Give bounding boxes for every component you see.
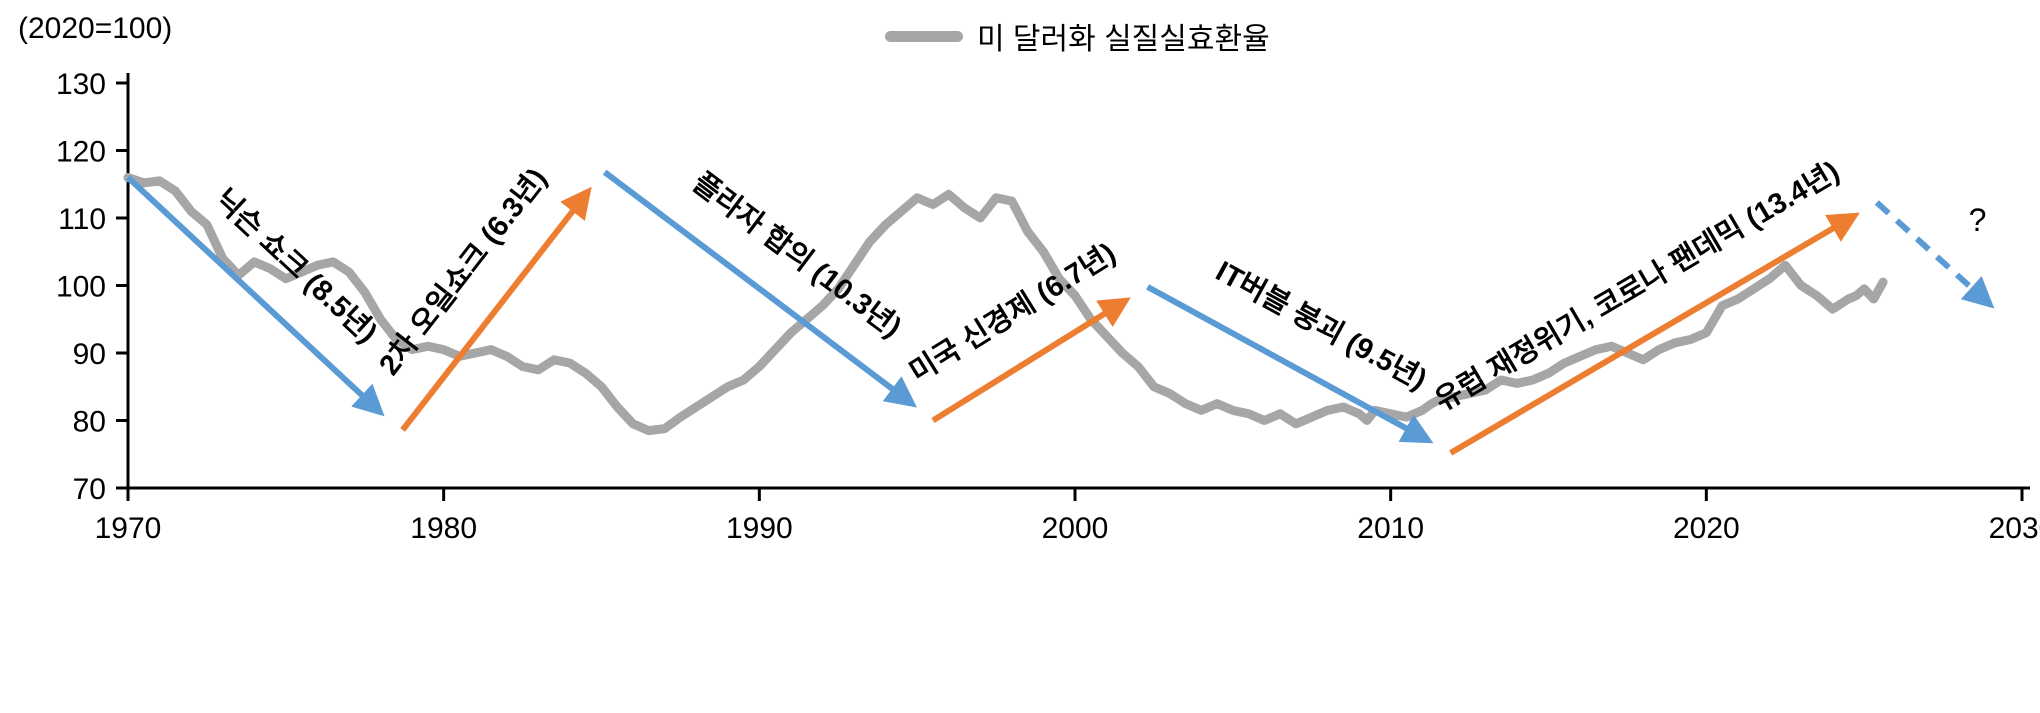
y-axis-ticks: 70 80 90 100 110 120 130: [56, 68, 128, 506]
y-axis-tick-label: 70: [73, 473, 106, 506]
annotation-arrow: [931, 297, 1131, 424]
annotation-arrows-layer: [125, 169, 1995, 456]
x-axis-tick-label: 2030: [1989, 512, 2040, 545]
y-axis-tick-label: 100: [56, 271, 106, 304]
annotation-arrow: [1146, 284, 1434, 444]
x-axis-tick-label: 1970: [95, 512, 162, 545]
y-axis-unit-note: (2020=100): [18, 12, 173, 45]
annotation-label-question-mark: ?: [1969, 202, 1987, 238]
annotation-arrow: [400, 186, 592, 432]
series-line-layer: [123, 173, 1888, 436]
chart-legend: 미 달러화 실질실효환율: [885, 14, 1270, 58]
x-axis-tick-label: 2000: [1042, 512, 1109, 545]
annotation-arrow: [1874, 200, 1995, 309]
legend-line-swatch: [885, 30, 963, 42]
series-line: [123, 173, 1888, 436]
y-axis-tick-label: 110: [58, 203, 106, 236]
y-axis-tick-label: 90: [73, 338, 106, 371]
y-axis-tick-label: 130: [56, 68, 106, 101]
annotation-label: 유럽 재정위기, 코로나 팬데믹 (13.4년): [1429, 155, 1845, 418]
y-axis-tick-label: 80: [73, 406, 106, 439]
y-axis-tick-label: 120: [56, 136, 106, 169]
x-axis-tick-label: 2010: [1357, 512, 1424, 545]
annotation-arrow: [125, 175, 385, 417]
x-axis-tick-label: 2020: [1673, 512, 1740, 545]
annotation-arrow: [602, 169, 918, 408]
annotation-label: IT버블 붕괴 (9.5년): [1210, 255, 1432, 397]
annotation-arrow: [1449, 212, 1860, 456]
x-axis-ticks: 1970 1980 1990 2000 2010 2020 2030: [95, 488, 2040, 545]
legend-series-label: 미 달러화 실질실효환율: [977, 23, 1270, 56]
annotation-labels-layer: 닉슨 쇼크 (8.5년)2차 오일쇼크 (6.3년) 플라자 합의 (10.3년)…: [208, 155, 1986, 418]
x-axis-tick-label: 1990: [726, 512, 793, 545]
x-axis-tick-label: 1980: [410, 512, 477, 545]
